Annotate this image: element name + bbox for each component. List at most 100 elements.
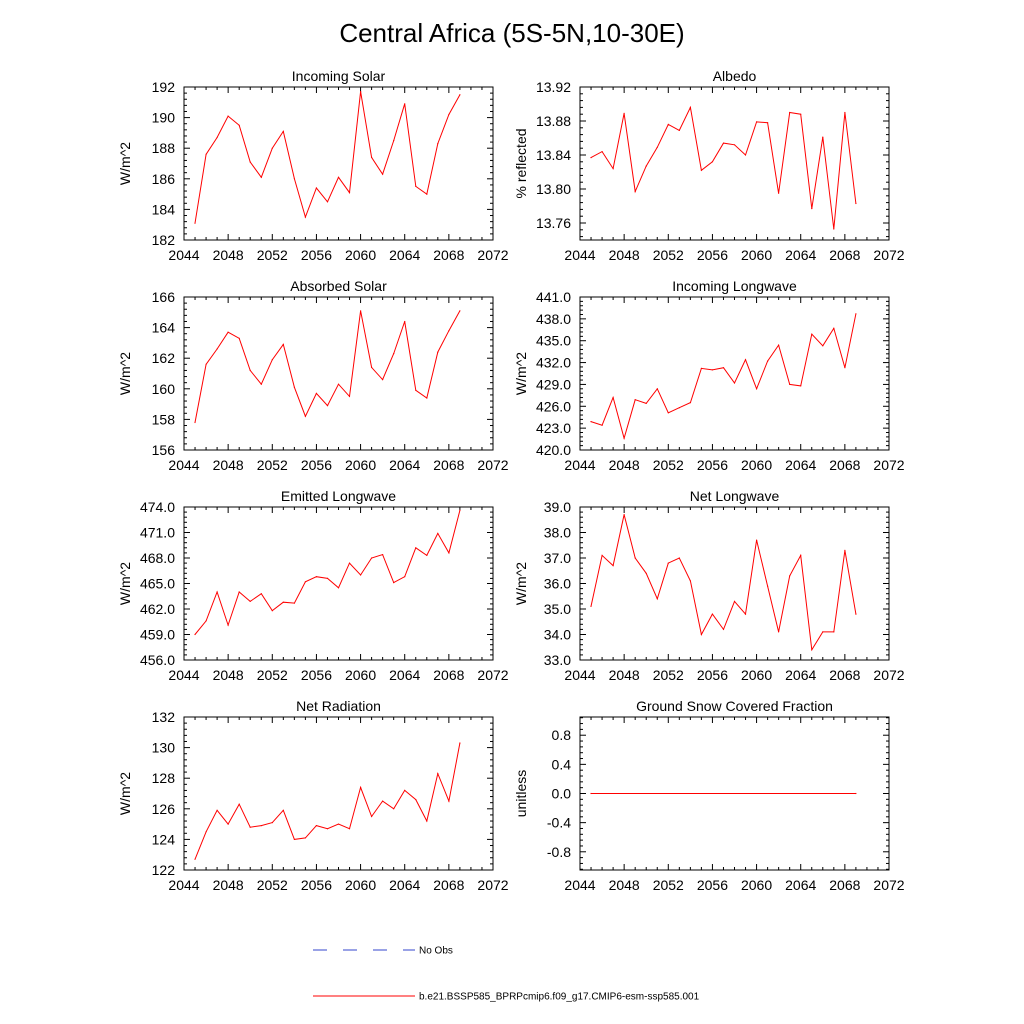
x-tick-label: 2072 xyxy=(873,247,904,263)
data-point xyxy=(744,359,747,361)
y-tick-label: 420.0 xyxy=(536,442,571,458)
x-tick-label: 2064 xyxy=(389,877,420,893)
data-point xyxy=(360,310,362,312)
panel-title: Incoming Longwave xyxy=(672,278,797,294)
data-point xyxy=(426,397,428,399)
data-point xyxy=(590,792,592,795)
panel-title: Albedo xyxy=(713,68,757,84)
data-point xyxy=(722,367,725,369)
x-tick-label: 2052 xyxy=(257,247,288,263)
x-tick-label: 2048 xyxy=(213,457,244,473)
data-point xyxy=(800,385,802,387)
x-tick-label: 2048 xyxy=(609,247,640,263)
data-point xyxy=(371,815,373,818)
data-point xyxy=(293,386,295,388)
x-tick-label: 2044 xyxy=(564,457,595,473)
data-point xyxy=(249,600,251,603)
x-tick-label: 2052 xyxy=(653,457,684,473)
data-point xyxy=(205,153,207,155)
y-tick-label: 158 xyxy=(152,411,176,427)
data-point xyxy=(216,348,218,350)
data-point xyxy=(767,360,769,362)
y-tick-label: 459.0 xyxy=(140,627,175,643)
data-point xyxy=(778,192,780,194)
panel-title: Incoming Solar xyxy=(292,68,386,84)
data-point xyxy=(678,407,680,409)
data-point xyxy=(811,208,813,210)
data-point xyxy=(789,111,791,114)
x-tick-label: 2072 xyxy=(873,667,904,683)
data-point xyxy=(678,557,680,559)
data-point xyxy=(227,331,229,333)
data-point xyxy=(437,532,439,535)
x-tick-label: 2044 xyxy=(168,457,199,473)
x-tick-label: 2048 xyxy=(609,667,640,683)
data-point xyxy=(348,192,351,194)
y-tick-label: 184 xyxy=(152,201,176,217)
x-tick-label: 2060 xyxy=(741,667,772,683)
data-point xyxy=(260,383,262,385)
series-line xyxy=(194,91,461,224)
data-point xyxy=(404,789,406,792)
data-point xyxy=(833,327,835,329)
x-tick-label: 2072 xyxy=(477,247,508,263)
y-tick-label: 33.0 xyxy=(544,652,571,668)
panel-3: Absorbed Solar W/m^2 2044 2048 2052 2056 2060 2… xyxy=(117,278,509,473)
x-tick-label: 2044 xyxy=(564,667,595,683)
data-point xyxy=(833,631,835,633)
series-line xyxy=(194,510,461,635)
data-point xyxy=(249,369,251,371)
x-tick-label: 2072 xyxy=(477,667,508,683)
y-tick-label: 132 xyxy=(152,709,176,725)
data-point xyxy=(348,395,351,397)
data-point xyxy=(448,800,450,802)
data-point xyxy=(326,577,329,580)
data-point xyxy=(315,576,317,578)
data-point xyxy=(360,574,362,576)
x-tick-label: 2052 xyxy=(653,877,684,893)
data-point xyxy=(623,112,625,114)
panel-2: Albedo % reflected 2044 2048 2052 2056 2060 206… xyxy=(513,68,905,263)
x-tick-label: 2068 xyxy=(829,247,860,263)
y-axis-label: W/m^2 xyxy=(513,562,529,605)
y-tick-label: 35.0 xyxy=(544,601,571,617)
data-point xyxy=(855,613,857,615)
y-axis-label: W/m^2 xyxy=(117,142,133,185)
panel-title: Absorbed Solar xyxy=(290,278,387,294)
y-axis-label: W/m^2 xyxy=(117,562,133,605)
data-point xyxy=(238,124,240,126)
data-point xyxy=(382,379,384,381)
series-line xyxy=(590,105,857,230)
data-point xyxy=(744,154,747,156)
x-tick-label: 2064 xyxy=(785,457,816,473)
x-tick-label: 2072 xyxy=(477,457,508,473)
x-tick-label: 2068 xyxy=(433,457,464,473)
x-tick-label: 2056 xyxy=(697,457,728,473)
y-tick-label: 162 xyxy=(152,350,176,366)
panel-1: Incoming Solar W/m^2 2044 2048 2052 2056 2060 2… xyxy=(117,68,509,263)
x-tick-label: 2056 xyxy=(301,667,332,683)
data-point xyxy=(238,337,240,339)
y-tick-label: 438.0 xyxy=(536,311,571,327)
x-tick-label: 2052 xyxy=(257,457,288,473)
y-axis-label: W/m^2 xyxy=(513,352,529,395)
x-tick-label: 2056 xyxy=(697,667,728,683)
y-tick-label: 39.0 xyxy=(544,499,571,515)
data-point xyxy=(404,576,406,578)
figure-title: Central Africa (5S-5N,10-30E) xyxy=(339,18,684,48)
y-tick-label: 474.0 xyxy=(140,499,175,515)
data-point xyxy=(448,552,450,554)
y-tick-label: 441.0 xyxy=(536,289,571,305)
data-point xyxy=(767,585,769,587)
data-point xyxy=(393,140,395,142)
x-tick-label: 2056 xyxy=(697,247,728,263)
data-point xyxy=(855,792,857,795)
data-point xyxy=(304,837,306,839)
data-point xyxy=(590,605,592,608)
y-tick-label: 0.4 xyxy=(552,756,572,772)
data-point xyxy=(382,554,384,556)
data-point xyxy=(426,820,428,822)
data-point xyxy=(733,600,736,603)
data-point xyxy=(194,633,196,636)
x-tick-label: 2056 xyxy=(301,877,332,893)
